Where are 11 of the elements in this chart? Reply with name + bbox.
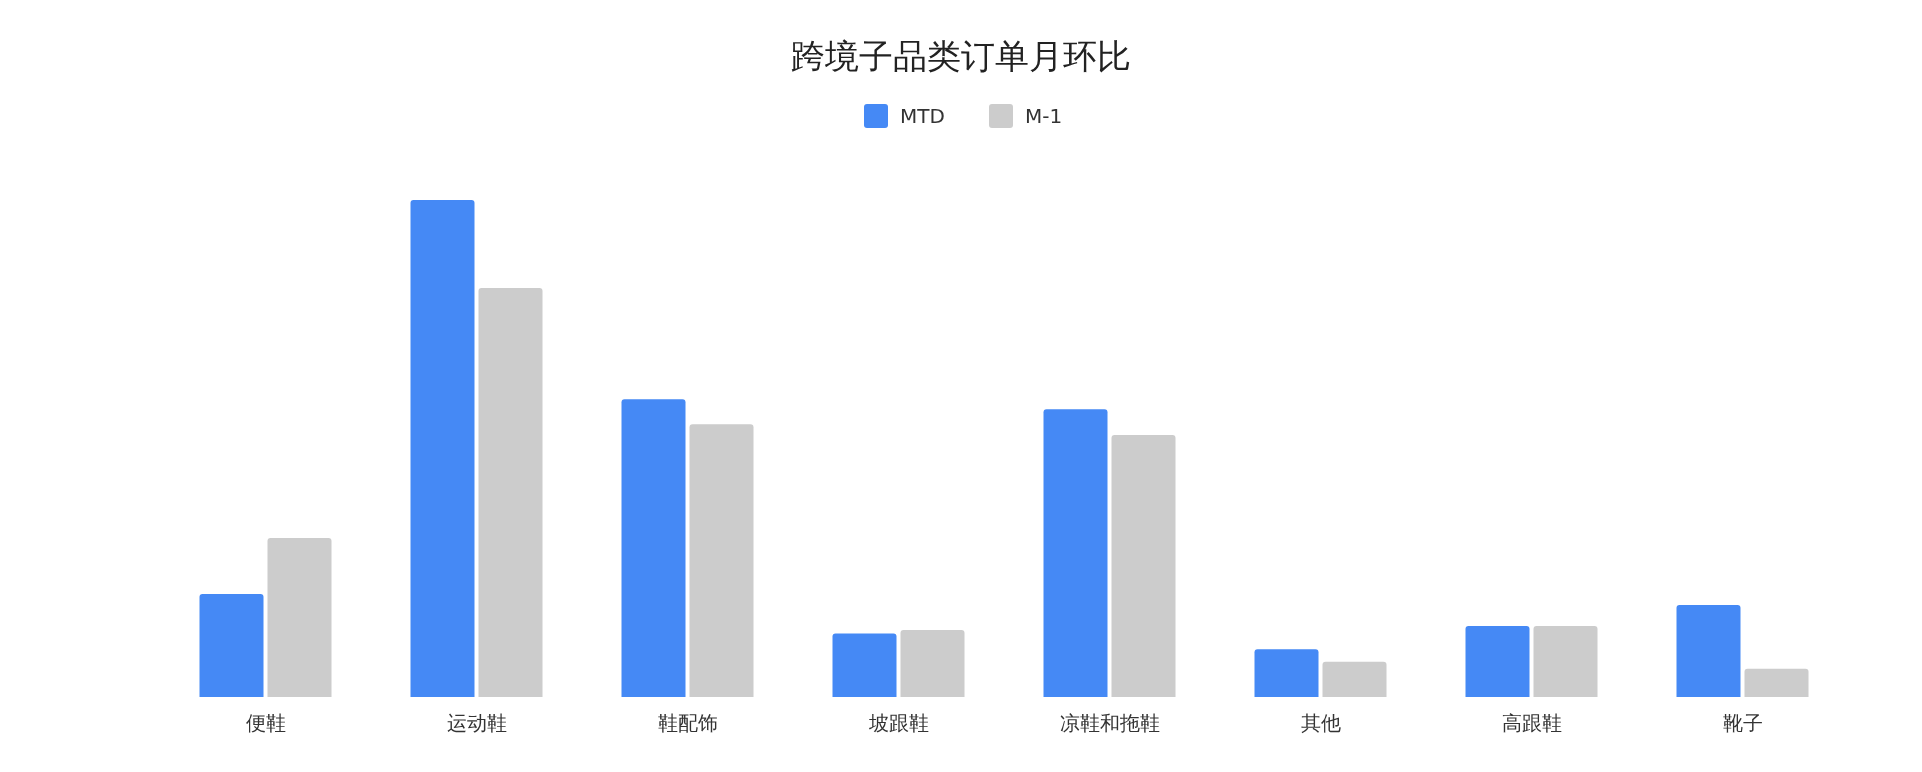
- x-tick-label: 鞋配饰: [657, 711, 718, 735]
- x-tick-label: 高跟鞋: [1501, 711, 1562, 735]
- x-tick-label: 坡跟鞋: [867, 711, 929, 735]
- x-tick-label: 其他: [1300, 711, 1341, 735]
- legend-label: M-1: [1025, 104, 1063, 128]
- chart-title: 跨境子品类订单月环比: [791, 36, 1131, 76]
- x-tick-label: 便鞋: [245, 711, 286, 735]
- x-tick-label: 运动鞋: [446, 711, 507, 735]
- x-tick-label: 凉鞋和拖鞋: [1059, 711, 1160, 735]
- x-tick-label: 靴子: [1722, 711, 1763, 735]
- legend-label: MTD: [900, 104, 945, 128]
